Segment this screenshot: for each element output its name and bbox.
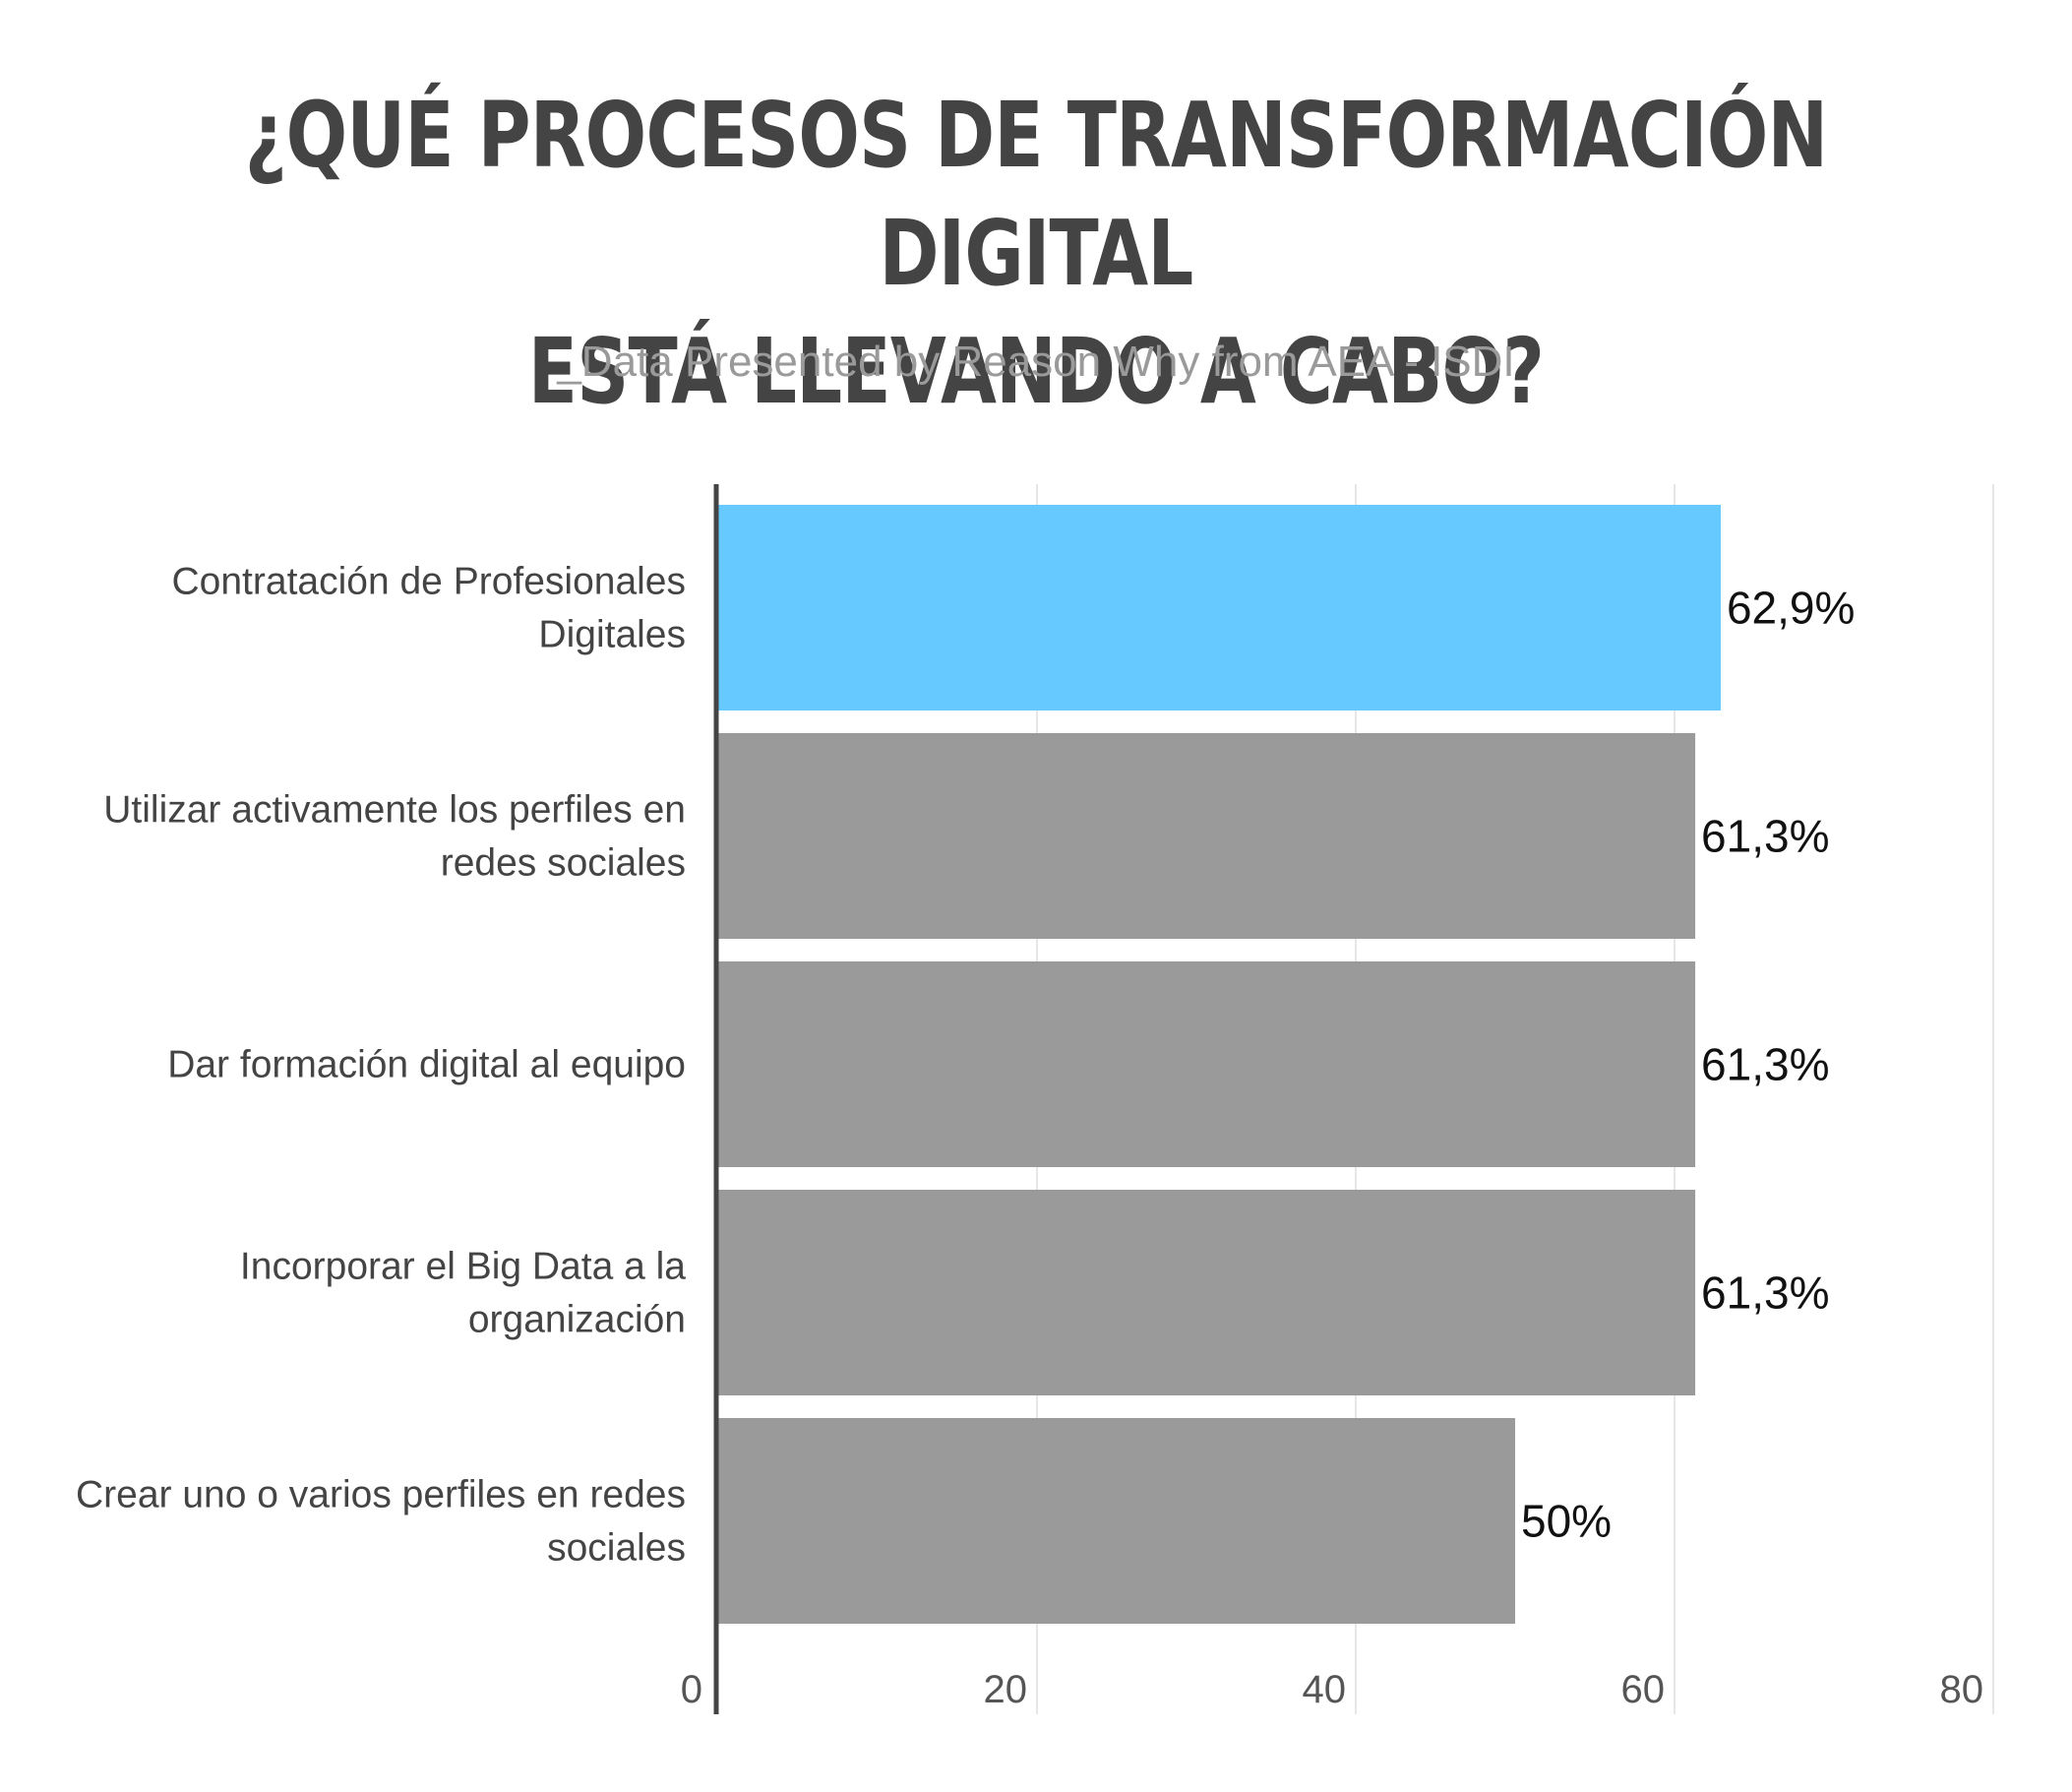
value-label-2: 61,3% <box>1701 811 1829 862</box>
category-label-3-line-1: Dar formación digital al equipo <box>167 1044 686 1086</box>
x-tick-label-20: 20 <box>984 1668 1028 1711</box>
value-label-1: 62,9% <box>1727 583 1855 634</box>
value-label-3: 61,3% <box>1701 1039 1829 1090</box>
chart-title: ¿QUÉ PROCESOS DE TRANSFORMACIÓN DIGITAL … <box>208 77 1865 431</box>
bar-1 <box>718 505 1721 711</box>
chart-title-line-2: ESTÁ LLEVANDO A CABO? <box>527 319 1545 424</box>
category-label-1-line-2: Digitales <box>538 614 686 656</box>
x-tick-label-60: 60 <box>1621 1668 1666 1711</box>
chart-title-line-1: ¿QUÉ PROCESOS DE TRANSFORMACIÓN DIGITAL <box>244 83 1828 306</box>
bar-2 <box>718 733 1696 939</box>
bar-5 <box>718 1418 1515 1624</box>
category-label-2-line-1: Utilizar activamente los perfiles en <box>103 789 686 832</box>
x-tick-label-80: 80 <box>1940 1668 1984 1711</box>
category-label-5-line-2: sociales <box>547 1527 686 1570</box>
category-label-1-line-1: Contratación de Profesionales <box>172 561 686 603</box>
value-label-4: 61,3% <box>1701 1267 1829 1319</box>
x-tick-label-40: 40 <box>1303 1668 1347 1711</box>
category-label-5-line-1: Crear uno o varios perfiles en redes <box>76 1474 686 1516</box>
chart-subtitle: _Data Presented by Reason Why from AEA -… <box>557 338 1515 386</box>
value-label-5: 50% <box>1521 1496 1612 1547</box>
bar-3 <box>718 961 1696 1167</box>
category-label-4-line-1: Incorporar el Big Data a la <box>240 1246 686 1288</box>
category-label-4-line-2: organización <box>468 1299 686 1341</box>
x-tick-label-0: 0 <box>681 1668 702 1711</box>
category-label-2-line-2: redes sociales <box>441 842 686 885</box>
bar-4 <box>718 1190 1696 1395</box>
